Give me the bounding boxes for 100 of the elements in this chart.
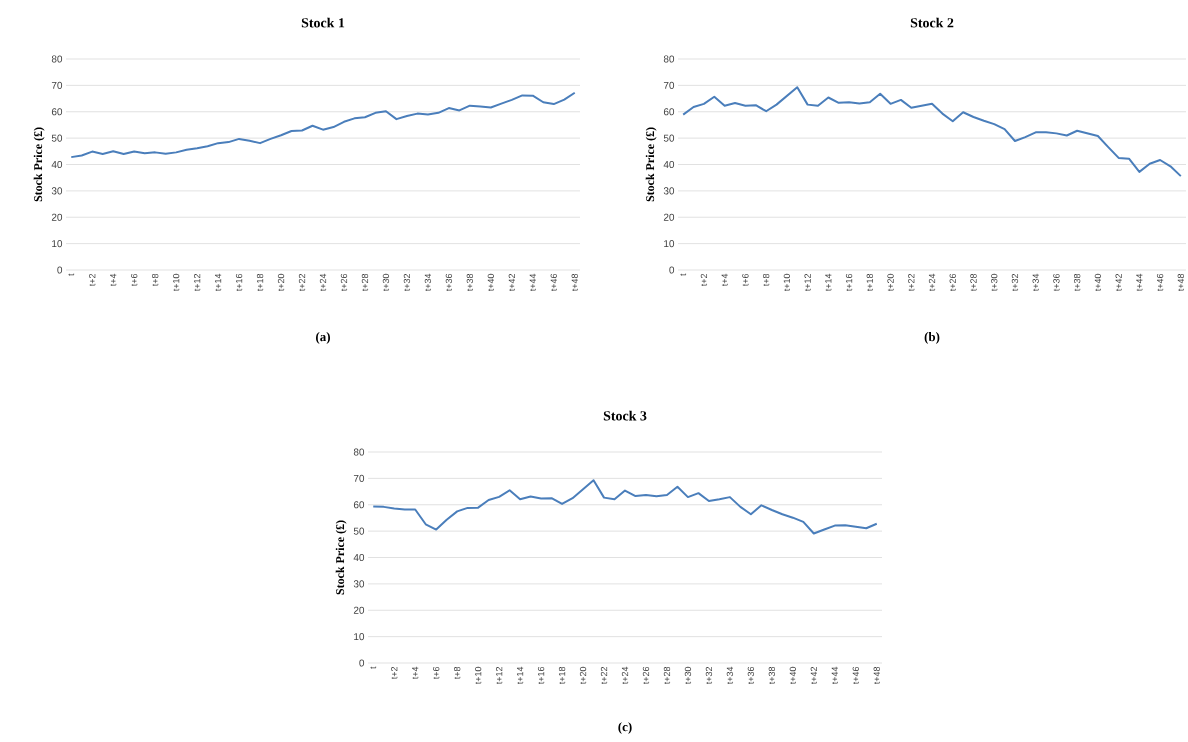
x-tick-label: t+42	[1115, 273, 1122, 292]
text: (c)	[618, 722, 632, 734]
x-tick-label: t+40	[487, 273, 495, 292]
x-tick-label: t+12	[193, 273, 201, 292]
y-tick-label: 10	[354, 633, 365, 641]
x-tick-label: t+20	[277, 273, 285, 292]
x-tick-label: t	[370, 666, 377, 669]
x-tick-label: t+16	[235, 273, 243, 292]
x-tick-label: t+42	[810, 666, 817, 685]
x-tick-label: t+2	[700, 273, 708, 287]
x-tick-label: t+26	[949, 273, 956, 292]
x-tick-label: t+30	[991, 273, 998, 292]
x-tick-label: t+44	[831, 666, 838, 685]
x-tick-label: t+46	[1156, 273, 1164, 292]
x-tick-label: t+16	[845, 273, 853, 292]
x-tick-label: t+18	[256, 273, 264, 292]
y-tick-label: 0	[359, 659, 365, 667]
y-tick-label: 70	[353, 474, 365, 482]
text: (b)	[924, 332, 940, 344]
x-tick-label: t+14	[516, 666, 524, 685]
chart-title: Stock 3	[603, 410, 647, 421]
y-tick-label: 20	[51, 213, 63, 221]
x-tick-label: t+36	[1053, 273, 1060, 292]
x-tick-label: t+48	[873, 666, 880, 685]
x-tick-label: t+28	[361, 273, 369, 292]
x-tick-label: t+6	[433, 666, 440, 680]
x-tick-label: t+14	[214, 273, 222, 292]
x-tick-label: t+4	[721, 273, 728, 287]
y-tick-label: 60	[663, 108, 675, 116]
y-tick-label: 80	[663, 55, 675, 63]
x-tick-label: t+16	[537, 666, 545, 685]
line-series	[372, 479, 878, 535]
y-tick-label: 80	[51, 55, 63, 63]
x-tick-label: t+36	[445, 273, 453, 292]
text: (a)	[316, 332, 330, 344]
x-tick-label: t+44	[1136, 273, 1143, 292]
x-tick-label: t+32	[1011, 273, 1019, 292]
y-tick-label: 40	[353, 553, 365, 562]
x-tick-label: t+34	[424, 273, 432, 292]
x-tick-label: t+28	[970, 273, 977, 292]
x-tick-label: t+6	[742, 273, 749, 287]
x-tick-label: t+32	[705, 666, 713, 685]
x-tick-label: t+46	[852, 666, 859, 685]
x-tick-label: t+22	[298, 273, 306, 292]
y-tick-label: 60	[51, 108, 63, 116]
x-tick-label: t+46	[550, 273, 557, 292]
x-tick-label: t+22	[600, 666, 608, 685]
x-tick-label: t+34	[726, 666, 734, 685]
y-tick-label: 60	[353, 501, 365, 509]
x-tick-label: t+28	[663, 666, 671, 685]
x-tick-label: t+38	[1073, 273, 1081, 292]
x-tick-label: t+12	[804, 273, 811, 292]
x-tick-label: t+12	[495, 666, 503, 685]
y-axis-title: Stock Price (£)	[33, 127, 45, 202]
y-tick-label: 20	[663, 213, 675, 221]
x-tick-label: t+30	[684, 666, 692, 685]
x-tick-label: t+26	[642, 666, 650, 685]
x-tick-label: t+38	[466, 273, 474, 292]
x-tick-label: t+20	[887, 273, 894, 292]
x-tick-label: t+2	[391, 666, 398, 680]
x-tick-label: t+42	[508, 273, 515, 292]
x-tick-label: t+18	[866, 273, 873, 292]
y-tick-label: 0	[669, 266, 675, 274]
x-tick-label: t+24	[319, 273, 327, 292]
y-tick-label: 10	[52, 240, 63, 248]
y-tick-label: 30	[51, 187, 63, 195]
x-tick-label: t+44	[529, 273, 536, 292]
x-tick-label: t+32	[403, 273, 411, 292]
y-tick-label: 70	[663, 81, 675, 89]
y-tick-label: 50	[663, 134, 675, 142]
x-tick-label: t+14	[825, 273, 832, 292]
x-tick-label: t+34	[1032, 273, 1039, 292]
y-tick-label: 50	[353, 527, 365, 535]
y-tick-label: 50	[51, 134, 63, 142]
y-tick-label: 30	[663, 187, 675, 195]
y-tick-label: 40	[51, 160, 63, 169]
x-tick-label: t+10	[172, 273, 180, 292]
x-tick-label: t+40	[789, 666, 797, 685]
x-tick-label: t+40	[1094, 273, 1102, 292]
x-tick-label: t+24	[621, 666, 629, 685]
y-tick-label: 30	[353, 580, 365, 588]
line-series	[70, 91, 576, 159]
x-tick-label: t+4	[110, 273, 117, 287]
x-tick-label: t+6	[131, 273, 138, 287]
chart-title: Stock 2	[910, 17, 954, 28]
x-tick-label: t	[680, 273, 687, 276]
x-tick-label: t+10	[474, 666, 482, 685]
x-tick-label: t+20	[579, 666, 587, 685]
x-tick-label: t+26	[340, 273, 348, 292]
x-tick-label: t+30	[382, 273, 390, 292]
y-tick-label: 70	[51, 81, 63, 89]
x-tick-label: t+22	[908, 273, 915, 292]
x-tick-label: t+48	[1177, 273, 1185, 292]
y-axis-title: Stock Price (£)	[335, 520, 347, 595]
x-tick-label: t	[68, 273, 75, 276]
x-tick-label: t+8	[151, 273, 159, 287]
chart-title: Stock 1	[301, 17, 345, 28]
y-tick-label: 80	[353, 448, 365, 456]
x-tick-label: t+24	[928, 273, 936, 292]
x-tick-label: t+48	[571, 273, 578, 292]
